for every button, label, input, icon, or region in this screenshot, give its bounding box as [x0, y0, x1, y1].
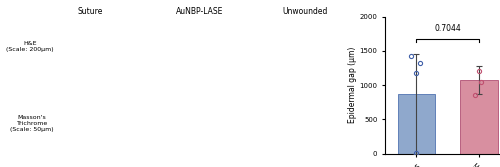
Text: Suture: Suture: [78, 7, 102, 16]
Bar: [460, 80, 498, 154]
Text: Masson's
Trichrome
(Scale: 50μm): Masson's Trichrome (Scale: 50μm): [10, 115, 54, 132]
Text: AuNBP-LASE: AuNBP-LASE: [176, 7, 224, 16]
Text: 0.7044: 0.7044: [434, 24, 461, 33]
Bar: [398, 94, 435, 154]
Text: Unwounded: Unwounded: [282, 7, 328, 16]
Text: H&E
(Scale: 200μm): H&E (Scale: 200μm): [6, 41, 54, 52]
Y-axis label: Epidermal gap (μm): Epidermal gap (μm): [348, 47, 356, 123]
